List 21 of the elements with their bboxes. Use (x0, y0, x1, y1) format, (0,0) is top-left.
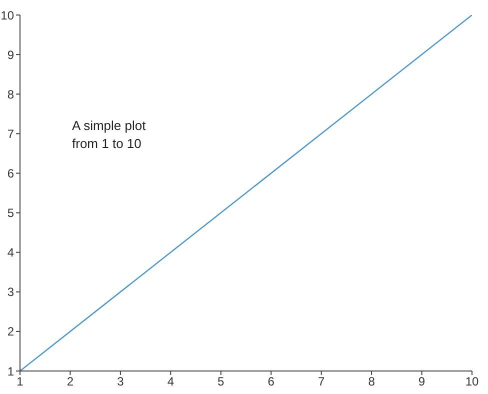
y-tick-label: 3 (7, 285, 14, 300)
y-tick-label: 7 (7, 126, 14, 141)
x-tick-label: 8 (368, 374, 376, 389)
x-tick-label: 5 (218, 374, 225, 389)
y-tick-label: 5 (7, 206, 14, 220)
y-tick-label: 4 (7, 246, 14, 260)
x-tick-label: 9 (418, 374, 426, 389)
x-tick-label: 10 (465, 374, 479, 389)
y-tick-label: 6 (7, 166, 14, 180)
x-tick-label: 7 (318, 374, 325, 389)
x-tick-label: 3 (117, 374, 124, 389)
annotation: A simple plot from 1 to 10 (72, 117, 146, 153)
y-tick-label: 10 (0, 8, 14, 22)
y-tick-label: 9 (7, 48, 14, 62)
x-tick-label: 6 (268, 374, 275, 389)
y-tick-label: 1 (7, 364, 14, 378)
y-tick-label: 8 (7, 87, 14, 102)
y-tick-label: 2 (7, 324, 14, 339)
x-tick-label: 1 (16, 374, 24, 389)
x-tick-label: 2 (66, 374, 74, 389)
x-tick-label: 4 (167, 374, 174, 389)
